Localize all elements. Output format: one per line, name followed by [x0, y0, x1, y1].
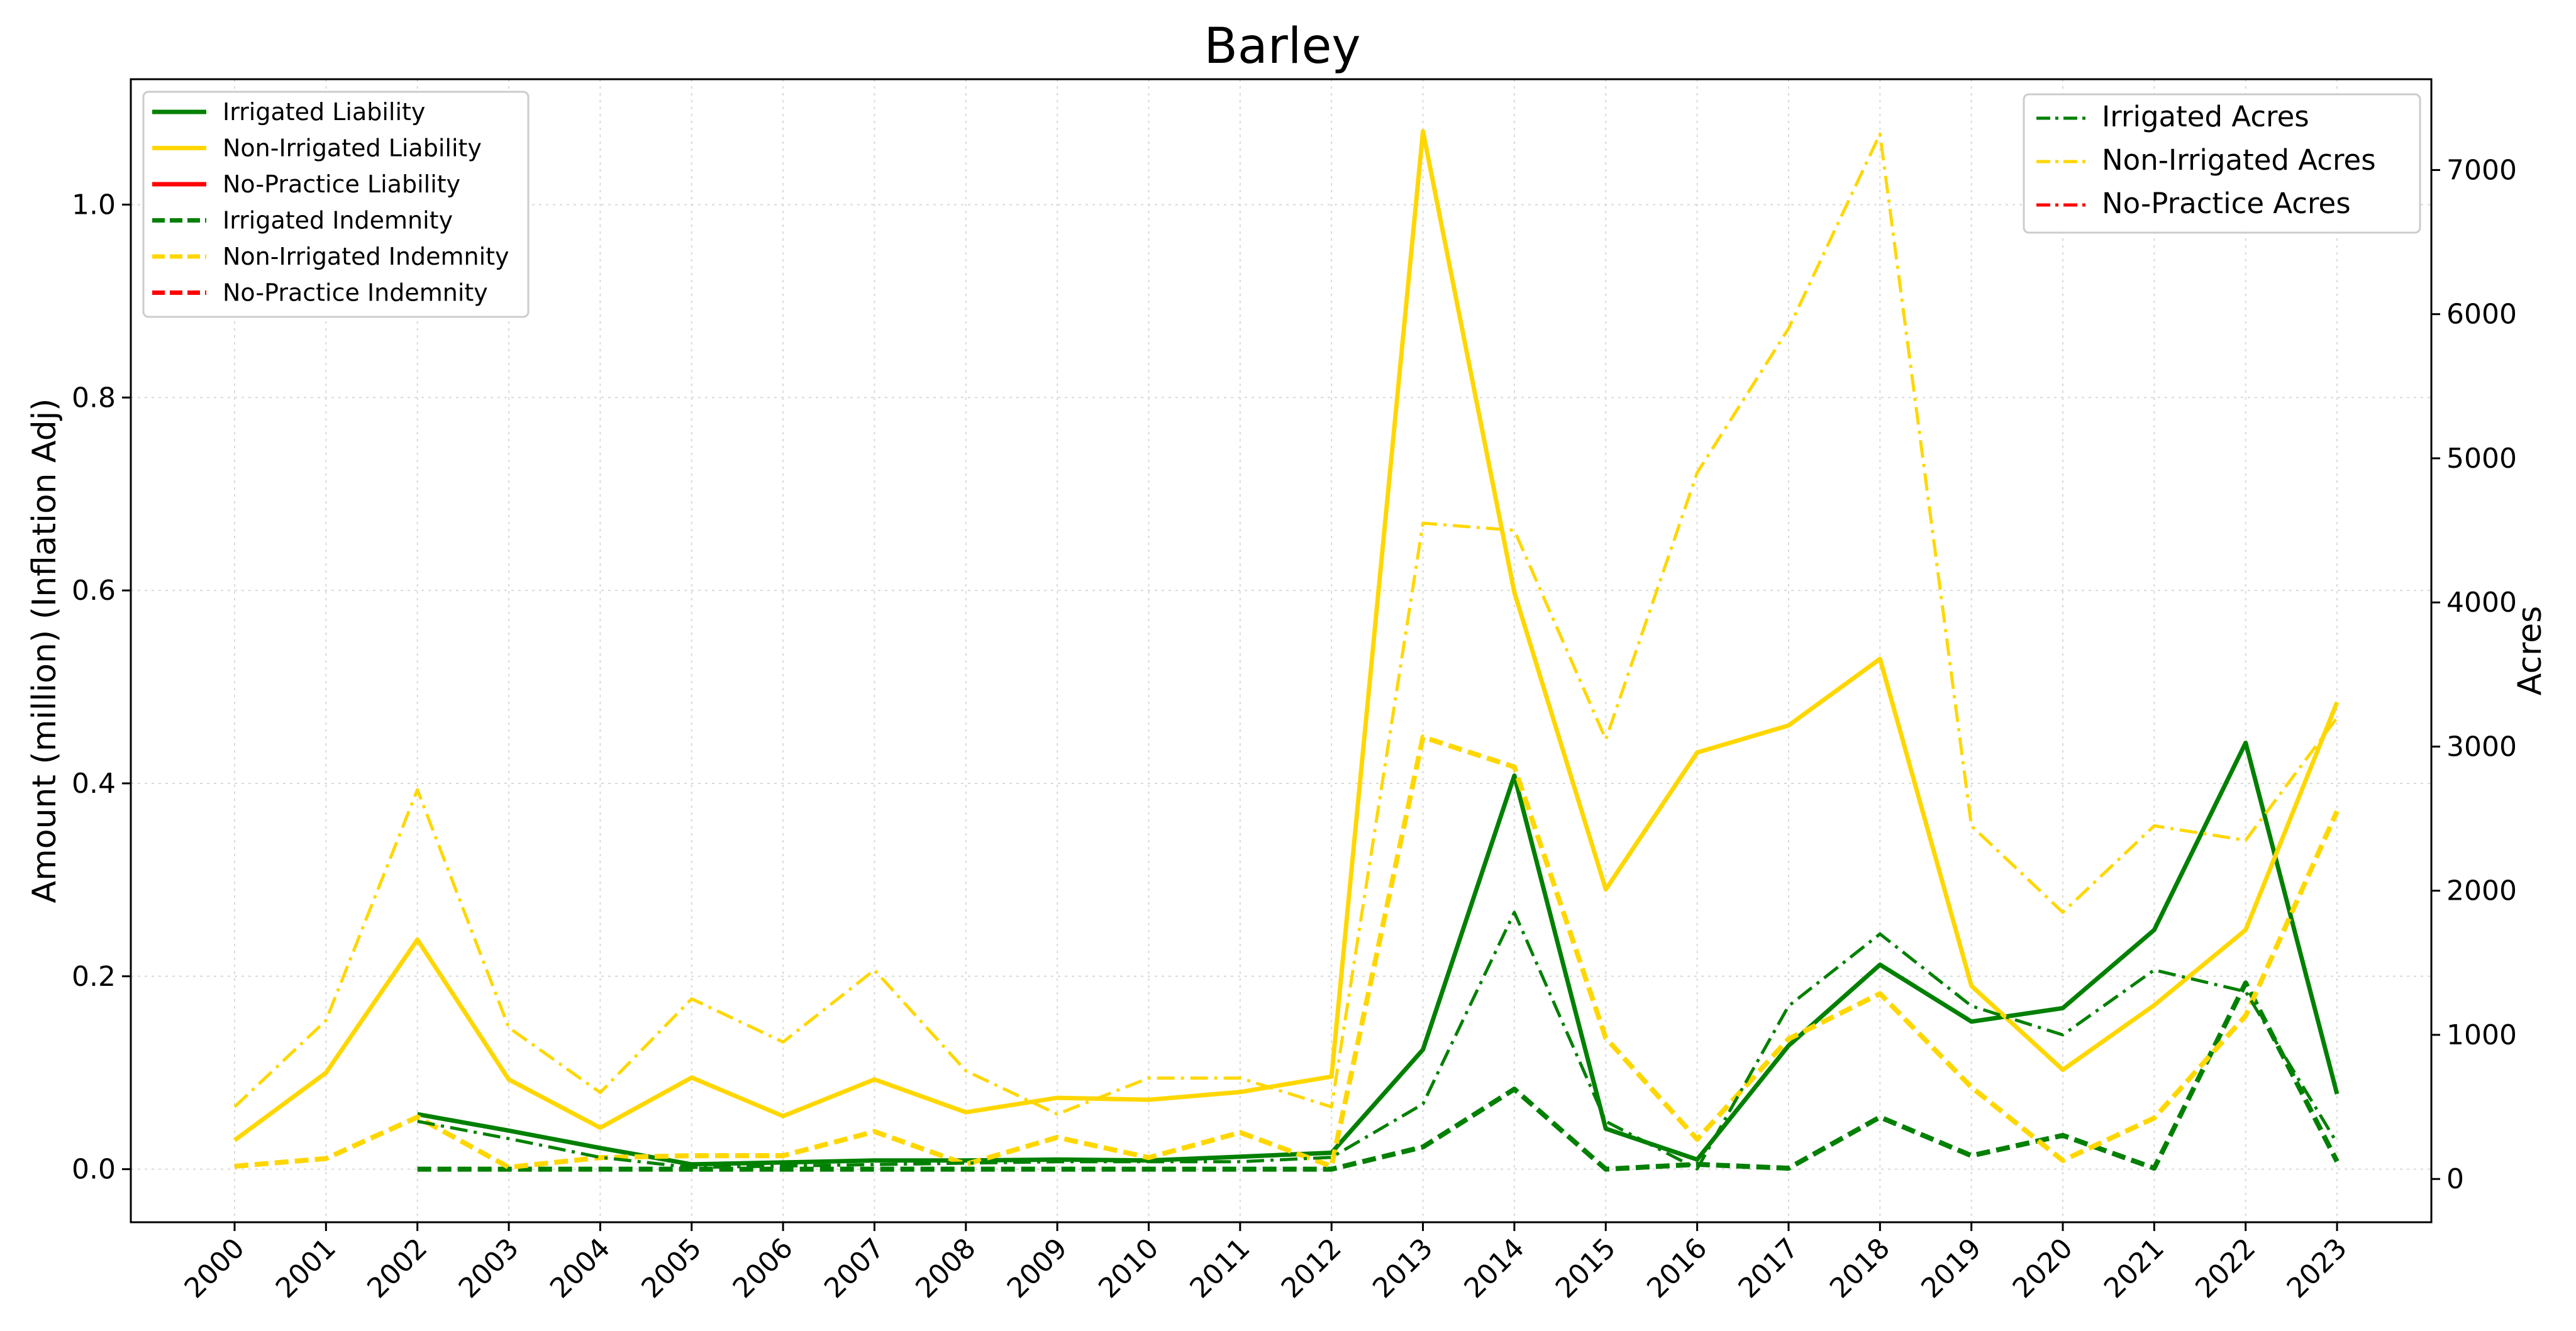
series-line-irrigated-indemnity: [417, 980, 2340, 1172]
x-tick-label: 2014: [1458, 1232, 1530, 1305]
x-tick-label: 2016: [1641, 1232, 1713, 1305]
y-right-tick-label: 0: [2446, 1163, 2464, 1195]
y-left-tick-label: 0.6: [72, 575, 116, 607]
y-axis-right: 0 1000 2000 3000 4000 5000 6000 7000: [2431, 154, 2517, 1195]
legend-label: No-Practice Indemnity: [223, 279, 488, 307]
y-left-tick-label: 0.0: [72, 1154, 116, 1186]
x-tick-label: 2020: [2007, 1232, 2079, 1305]
x-tick-label: 2007: [818, 1232, 891, 1305]
legend-label: No-Practice Acres: [2102, 187, 2351, 220]
y-right-tick-label: 2000: [2446, 875, 2517, 907]
legend-label: No-Practice Liability: [223, 170, 460, 198]
y-left-tick-label: 0.4: [72, 768, 116, 800]
x-tick-label: 2010: [1092, 1232, 1165, 1305]
x-tick-label: 2017: [1732, 1232, 1804, 1305]
chart-title: Barley: [1204, 18, 1360, 75]
y-left-tick-label: 0.8: [72, 382, 116, 414]
series-layer: [233, 129, 2340, 1172]
x-tick-label: 2000: [179, 1232, 251, 1305]
y-right-tick-label: 6000: [2446, 299, 2517, 331]
x-tick-label: 2023: [2281, 1232, 2353, 1305]
legend-label: Irrigated Liability: [223, 98, 425, 126]
legend-right-box: [2023, 93, 2421, 234]
y-right-tick-label: 4000: [2446, 587, 2517, 619]
x-tick-label: 2006: [727, 1232, 799, 1305]
y-left-tick-label: 0.2: [72, 961, 116, 993]
legend-label: Non-Irrigated Acres: [2102, 143, 2376, 177]
series-line-non-irrigated-liability: [233, 129, 2340, 1142]
x-tick-label: 2008: [909, 1232, 982, 1305]
x-tick-label: 2003: [453, 1232, 525, 1305]
x-tick-label: 2002: [361, 1232, 433, 1305]
plot-frame: [130, 78, 2433, 1223]
y-left-tick-label: 1.0: [72, 189, 116, 221]
x-tick-label: 2015: [1550, 1232, 1622, 1305]
legend-label: Non-Irrigated Indemnity: [223, 243, 509, 270]
series-line-non-irrigated-indemnity: [234, 734, 2340, 1170]
x-tick-label: 2001: [270, 1232, 342, 1305]
y-right-tick-label: 5000: [2446, 443, 2517, 475]
legend-right: Irrigated Acres Non-Irrigated Acres No-Pra…: [2023, 93, 2421, 234]
legend-label: Non-Irrigated Liability: [223, 135, 482, 162]
legend-left-box: [142, 91, 530, 318]
series-line-non-irrigated-acres: [233, 132, 2339, 1116]
x-tick-label: 2018: [1824, 1232, 1896, 1305]
y-right-tick-label: 1000: [2446, 1019, 2517, 1051]
y-right-tick-label: 3000: [2446, 731, 2517, 763]
y-right-tick-label: 7000: [2446, 154, 2517, 186]
series-line-irrigated-acres: [417, 910, 2339, 1171]
legend-label: Irrigated Indemnity: [223, 207, 453, 235]
x-tick-label: 2011: [1184, 1232, 1256, 1305]
y-axis-left: 0.0 0.2 0.4 0.6 0.8 1.0: [72, 189, 131, 1186]
x-tick-label: 2022: [2189, 1232, 2262, 1305]
x-tick-label: 2004: [544, 1232, 616, 1305]
x-tick-label: 2012: [1275, 1232, 1348, 1305]
y-axis-left-label: Amount (million) (Inflation Adj): [26, 399, 64, 903]
x-tick-label: 2021: [2098, 1232, 2170, 1305]
y-axis-right-label: Acres: [2511, 606, 2549, 696]
x-tick-label: 2005: [635, 1232, 708, 1305]
legend-label: Irrigated Acres: [2102, 100, 2309, 133]
x-axis: 2000 2001 2002 2003 2004 2005 2006 2007 2008 2009…: [179, 1222, 2353, 1305]
legend-left: Irrigated Liability Non-Irrigated Liabili…: [142, 91, 530, 318]
series-line-irrigated-liability: [417, 741, 2340, 1167]
x-tick-label: 2009: [1001, 1232, 1074, 1305]
x-tick-label: 2019: [1915, 1232, 1987, 1305]
x-tick-label: 2013: [1367, 1232, 1439, 1305]
